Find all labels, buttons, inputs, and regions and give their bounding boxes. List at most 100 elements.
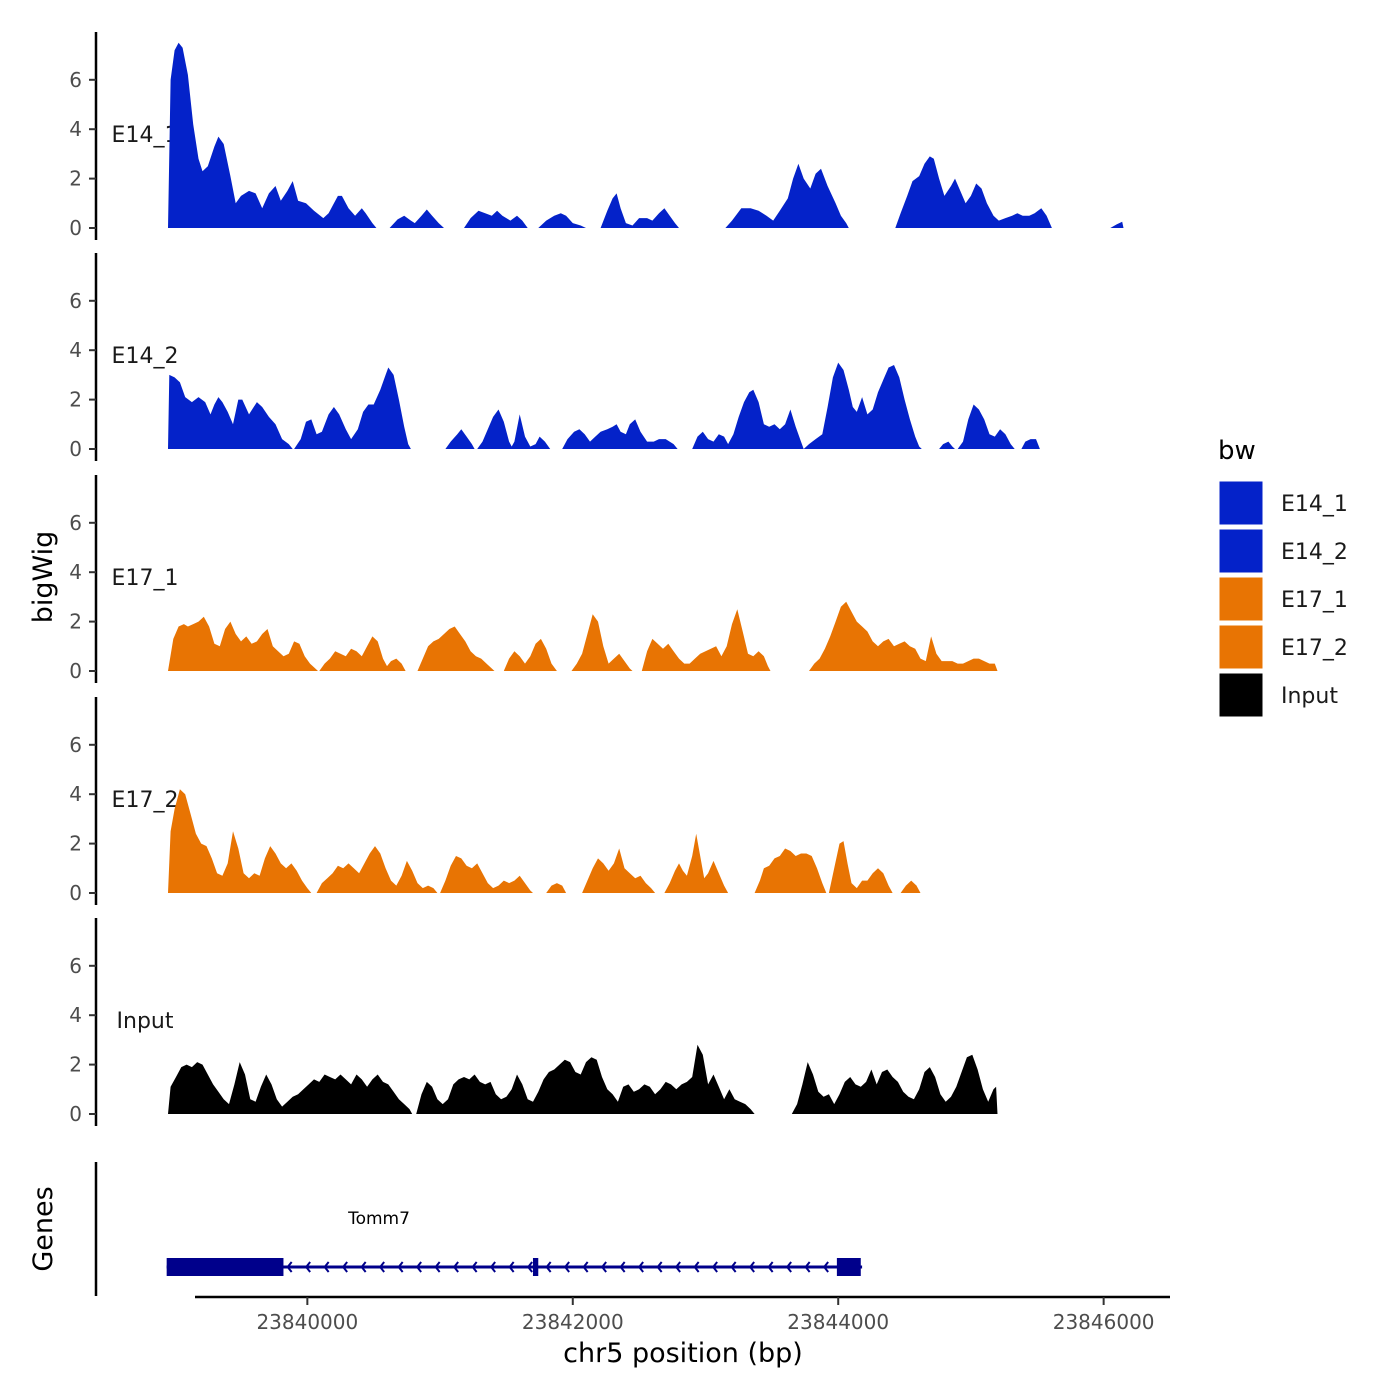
x-tick-label: 23840000 — [256, 1310, 358, 1334]
gene-exon — [836, 1258, 861, 1276]
signal-area — [546, 883, 567, 893]
signal-area — [1021, 439, 1040, 449]
signal-area — [1110, 221, 1124, 228]
signal-area — [803, 362, 922, 449]
legend-label: E17_1 — [1281, 588, 1348, 613]
legend-label: E17_2 — [1281, 636, 1348, 661]
strand-arrow — [693, 1261, 700, 1273]
signal-area — [319, 636, 406, 671]
strand-arrow — [397, 1261, 404, 1273]
gene-exon — [166, 1258, 284, 1276]
y-tick-label: 2 — [69, 832, 82, 856]
signal-area — [571, 614, 633, 671]
strand-arrow — [545, 1261, 552, 1273]
y-tick-label: 2 — [69, 1053, 82, 1077]
signal-area — [791, 1054, 998, 1114]
signal-area — [641, 609, 771, 671]
signal-area — [692, 389, 804, 449]
strand-arrow — [378, 1261, 385, 1273]
strand-arrow — [341, 1261, 348, 1273]
y-tick-label: 0 — [69, 881, 82, 905]
strand-arrow — [711, 1261, 718, 1273]
signal-area — [809, 601, 998, 671]
track-E14_2: 0 2 4 6 E14_2 — [69, 253, 1040, 461]
legend: bw E14_1 E14_2 E17_1 E17_2 Input — [1218, 436, 1348, 718]
signal-area — [168, 789, 312, 893]
strand-arrow — [822, 1261, 829, 1273]
y-tick-label: 2 — [69, 388, 82, 412]
strand-arrow — [582, 1261, 589, 1273]
y-tick-label: 4 — [69, 560, 82, 584]
track-E17_2: 0 2 4 6 E17_2 — [69, 697, 921, 905]
legend-swatch — [1218, 528, 1264, 574]
legend-label: E14_2 — [1281, 540, 1348, 565]
y-tick-label: 0 — [69, 1102, 82, 1126]
strand-arrow — [748, 1261, 755, 1273]
y-tick-label: 2 — [69, 167, 82, 191]
y-tick-label: 6 — [69, 511, 82, 535]
strand-arrow — [730, 1261, 737, 1273]
signal-area — [477, 409, 551, 449]
signal-area — [168, 1062, 413, 1114]
gene-models: Tomm7 — [166, 1209, 863, 1276]
strand-arrow — [563, 1261, 570, 1273]
signal-area — [939, 441, 955, 449]
strand-arrow — [434, 1261, 441, 1273]
strand-arrow — [471, 1261, 478, 1273]
strand-arrow — [619, 1261, 626, 1273]
y-tick-label: 0 — [69, 216, 82, 240]
y-tick-label: 0 — [69, 659, 82, 683]
signal-area — [389, 209, 444, 228]
y-tick-label: 2 — [69, 610, 82, 634]
strand-arrow — [360, 1261, 367, 1273]
strand-arrow — [526, 1261, 533, 1273]
strand-arrow — [304, 1261, 311, 1273]
signal-area — [316, 846, 438, 893]
signal-area — [416, 1044, 755, 1114]
strand-arrow — [415, 1261, 422, 1273]
x-tick-label: 23846000 — [1053, 1310, 1155, 1334]
y-tick-label: 4 — [69, 338, 82, 362]
y-tick-label: 6 — [69, 289, 82, 313]
x-tick-label: 23842000 — [522, 1310, 624, 1334]
gene-Tomm7: Tomm7 — [166, 1209, 863, 1276]
signal-area — [168, 374, 293, 449]
legend-swatch — [1218, 672, 1264, 718]
y-tick-label: 4 — [69, 1003, 82, 1027]
signal-area — [725, 163, 849, 228]
strand-arrow — [452, 1261, 459, 1273]
strand-arrow — [489, 1261, 496, 1273]
track-label: E17_1 — [112, 566, 179, 591]
y-tick-label: 6 — [69, 68, 82, 92]
signal-area — [895, 156, 1052, 228]
signal-tracks: 0 2 4 6 E14_1 0 2 4 6 E14_2 0 2 4 6 E17_1 0 2 4 6 E17_2 0 2 4 6… — [69, 32, 1124, 1126]
signal-area — [168, 42, 377, 228]
y-tick-label: 0 — [69, 437, 82, 461]
strand-arrow — [674, 1261, 681, 1273]
strand-arrow — [323, 1261, 330, 1273]
strand-arrow — [656, 1261, 663, 1273]
signal-area — [957, 404, 1015, 449]
legend-swatch — [1218, 480, 1264, 526]
y-tick-label: 4 — [69, 782, 82, 806]
signal-area — [440, 856, 533, 893]
signal-area — [503, 638, 557, 671]
track-label: E14_2 — [112, 344, 179, 369]
strand-arrow — [767, 1261, 774, 1273]
gene-exon — [532, 1258, 539, 1276]
strand-arrow — [508, 1261, 515, 1273]
signal-area — [600, 193, 679, 228]
legend-swatch — [1218, 624, 1264, 670]
signal-area — [582, 848, 656, 893]
legend-swatch — [1218, 576, 1264, 622]
y-axis-title: bigWig — [28, 531, 59, 624]
signal-area — [417, 626, 495, 671]
gene-track: Genes Tomm7 — [28, 1162, 863, 1296]
signal-area — [754, 848, 827, 893]
strand-arrow — [804, 1261, 811, 1273]
signal-area — [828, 841, 893, 893]
gene-track-title: Genes — [28, 1186, 59, 1271]
strand-arrow — [637, 1261, 644, 1273]
y-tick-label: 4 — [69, 117, 82, 141]
